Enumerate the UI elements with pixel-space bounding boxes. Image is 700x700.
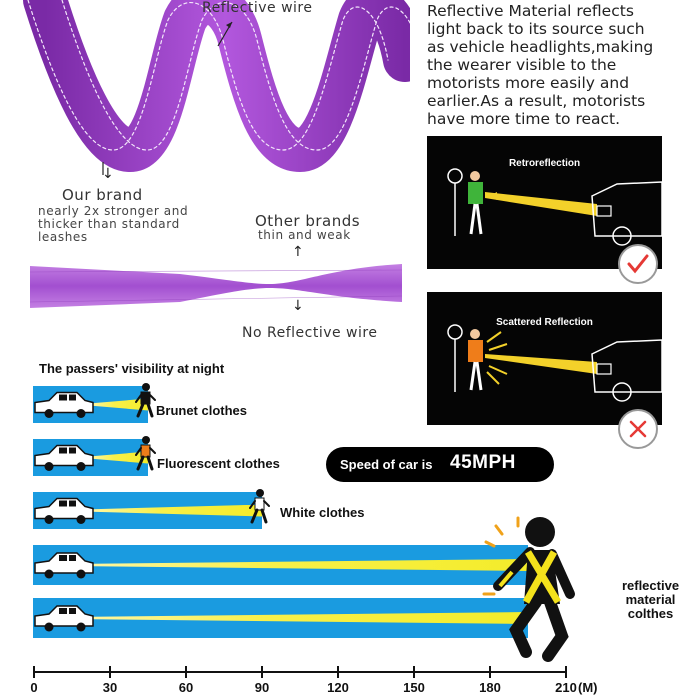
up-arrow-icon: ↑ — [292, 244, 304, 260]
down-arrow-icon: ↓ — [102, 166, 114, 182]
other-brands-title: Other brands — [255, 212, 361, 230]
retroreflection-title: Retroreflection — [508, 158, 581, 169]
description-line-3: as vehicle headlights,making — [427, 38, 654, 56]
description-line-6: earlier.As a result, motorists — [427, 92, 646, 110]
row-label-brunet: Brunet clothes — [156, 403, 248, 418]
reflective-wire-label: Reflective wire — [202, 0, 313, 16]
scattered-reflection-title: Scattered Reflection — [496, 317, 593, 328]
reflective-material-label: reflective material colthes — [603, 579, 698, 621]
reflective-label-line-3: colthes — [627, 606, 674, 621]
car-icon-5 — [34, 605, 94, 632]
reflective-runner-figure — [482, 516, 575, 662]
axis-tick-label-180: 180 — [479, 680, 501, 695]
reflective-label-line-2: material — [625, 592, 676, 607]
axis-tick-label-60: 60 — [178, 680, 194, 695]
retroreflection-illustration — [447, 168, 662, 246]
scattered-reflection-illustration — [447, 324, 662, 402]
retroreflection-panel: Retroreflection — [427, 136, 662, 269]
our-brand-leash-image — [23, 0, 410, 175]
car-icon-4 — [34, 552, 94, 579]
pedestrian-icon-3 — [249, 489, 270, 524]
speed-value: 45MPH — [450, 452, 516, 473]
our-brand-title: Our brand — [62, 186, 143, 204]
description-line-7: have more time to react. — [427, 110, 621, 128]
our-brand-desc-line-3: leashes — [38, 230, 88, 244]
scattered-reflection-panel: Scattered Reflection — [427, 292, 662, 425]
description-line-4: the wearer visible to the — [427, 56, 617, 74]
our-brand-desc-line-2: thicker than standard — [38, 217, 180, 231]
axis-tick-label-150: 150 — [403, 680, 425, 695]
axis-tick-label-0: 0 — [30, 680, 38, 695]
axis-tick-label-30: 30 — [102, 680, 118, 695]
distance-axis — [33, 666, 567, 678]
axis-tick-label-120: 120 — [327, 680, 349, 695]
speed-label: Speed of car is — [340, 457, 433, 472]
check-icon — [618, 244, 658, 284]
car-icon-1 — [34, 391, 94, 418]
our-brand-desc-line-1: nearly 2x stronger and — [38, 204, 189, 218]
reflective-description: Reflective Material reflects light back … — [427, 2, 697, 128]
description-line-5: motorists more easily and — [427, 74, 630, 92]
pedestrian-icon-1 — [135, 383, 156, 418]
cross-icon — [618, 409, 658, 449]
description-line-1: Reflective Material reflects — [427, 2, 634, 20]
other-brands-desc: thin and weak — [258, 228, 351, 242]
down-arrow-icon-2: ↓ — [292, 298, 304, 314]
reflective-label-line-1: reflective — [621, 578, 680, 593]
row-label-white: White clothes — [280, 505, 365, 520]
no-reflective-wire-label: No Reflective wire — [242, 325, 378, 341]
visibility-heading: The passers' visibility at night — [39, 361, 225, 376]
other-brand-leash-image — [30, 264, 402, 308]
axis-tick-label-90: 90 — [254, 680, 270, 695]
speed-badge: Speed of car is 45MPH — [326, 447, 554, 482]
row-label-fluorescent: Fluorescent clothes — [157, 456, 280, 471]
axis-tick-label-210: 210 — [555, 680, 577, 695]
axis-unit: (M) — [578, 680, 598, 695]
pedestrian-icon-2 — [135, 436, 156, 471]
car-icon-3 — [34, 497, 94, 524]
description-line-2: light back to its source such — [427, 20, 645, 38]
car-icon-2 — [34, 444, 94, 471]
